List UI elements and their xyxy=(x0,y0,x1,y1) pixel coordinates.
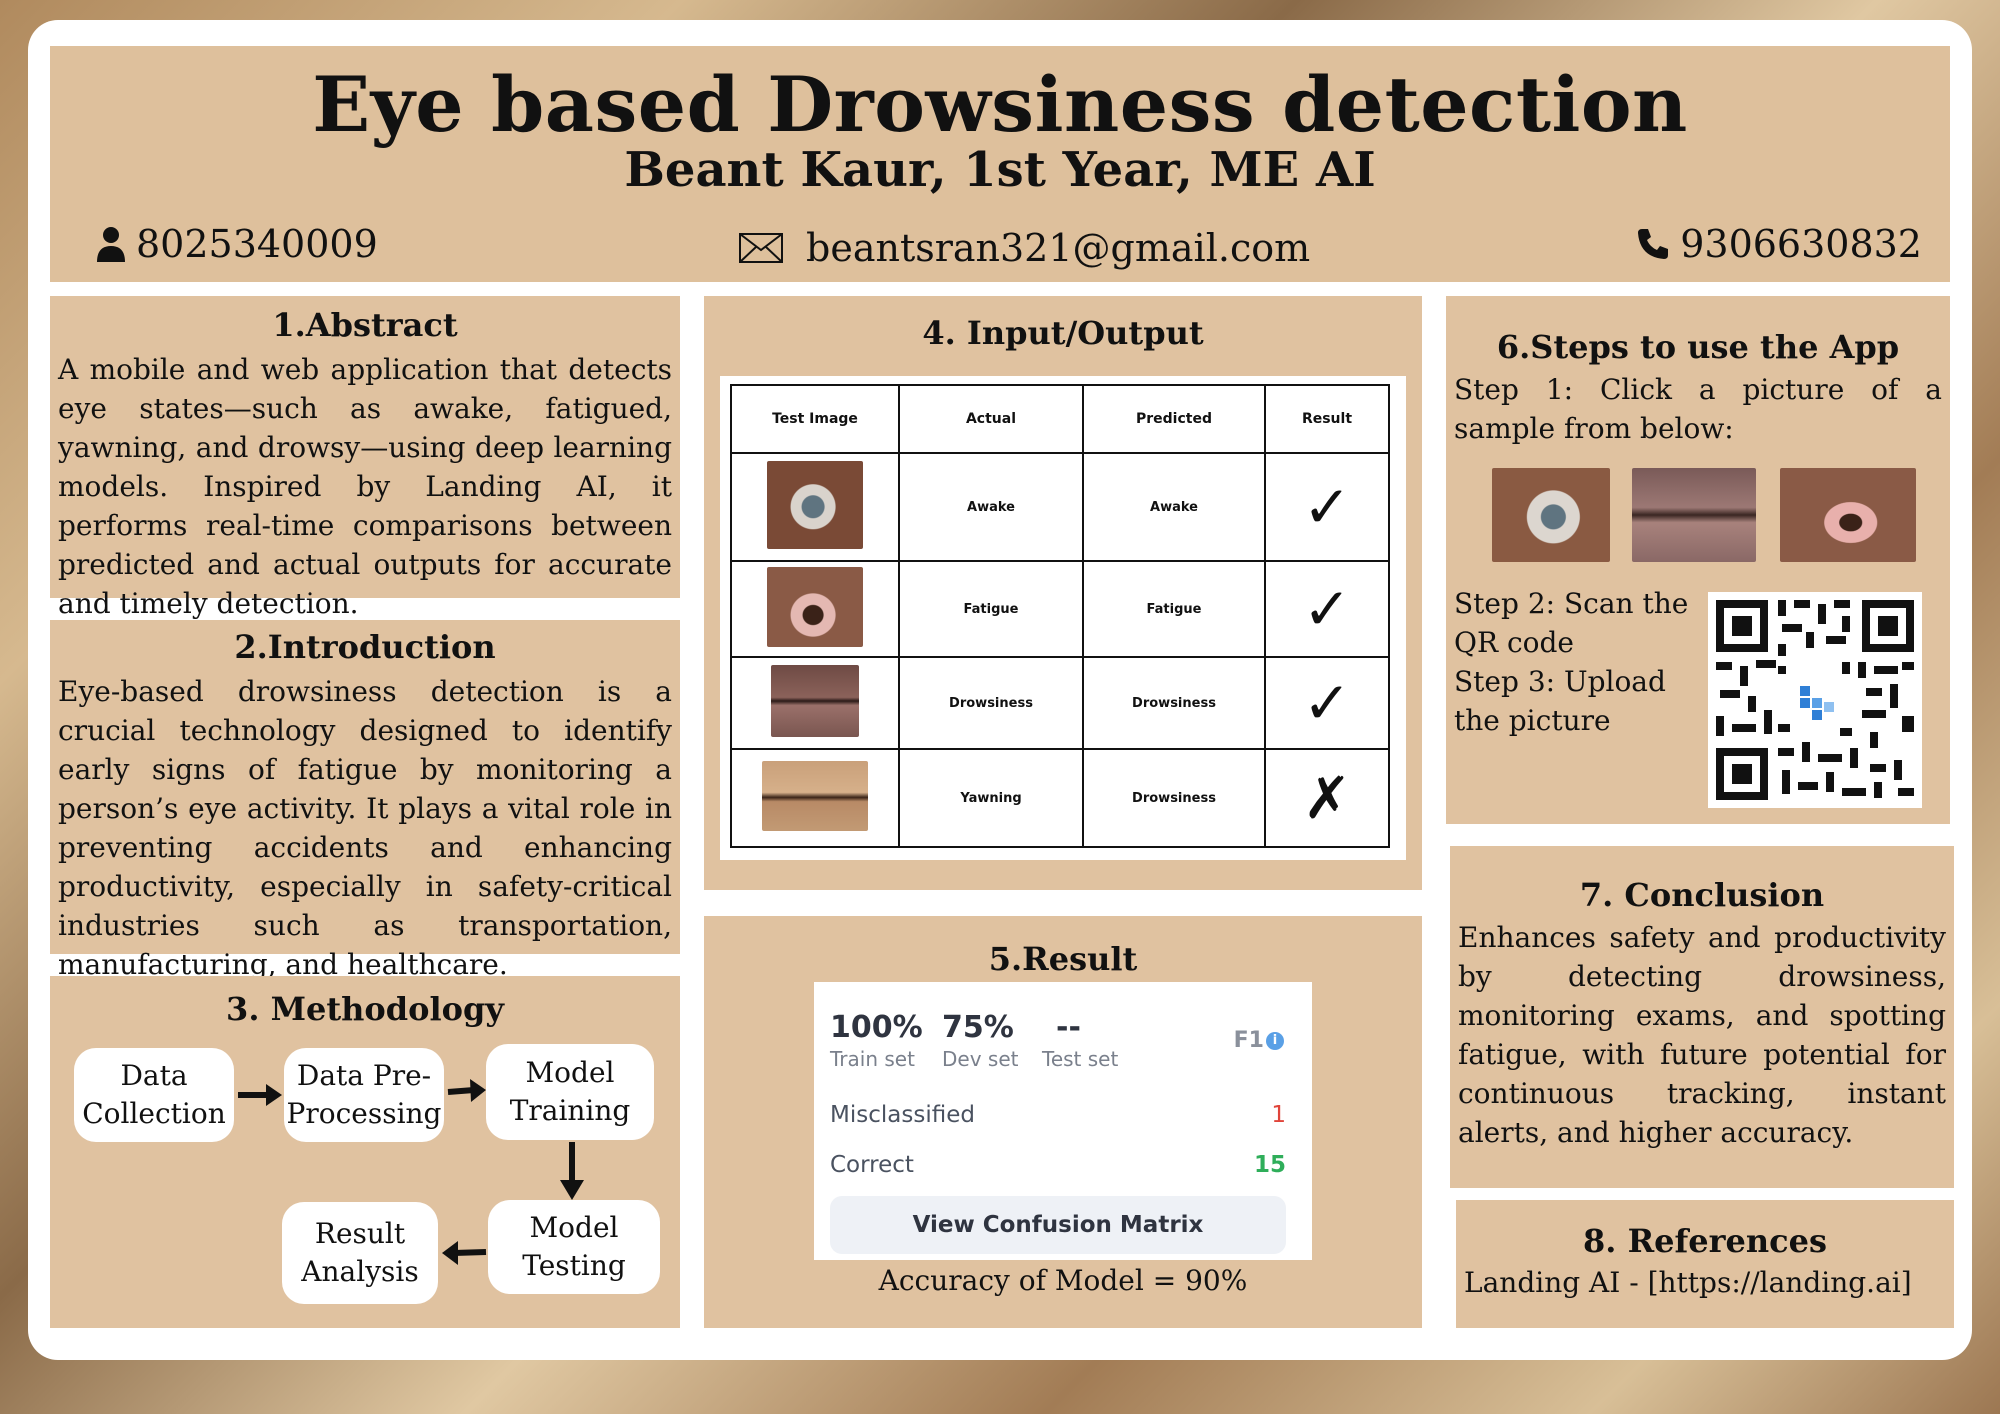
col-result: Result xyxy=(1264,384,1390,454)
table-header-row: Test Image Actual Predicted Result xyxy=(730,384,1390,454)
train-label: Train set xyxy=(830,1047,915,1071)
info-icon[interactable]: i xyxy=(1266,1031,1284,1050)
step3-text: Step 3: Upload the picture xyxy=(1454,665,1666,737)
f1-label: F1 xyxy=(1233,1028,1264,1053)
correct-value: 15 xyxy=(1253,1152,1286,1178)
actual-cell: Awake xyxy=(898,452,1084,562)
table-row: Awake Awake ✓ xyxy=(730,452,1390,562)
metric-dev: 75% Dev set xyxy=(942,1010,1018,1071)
introduction-heading: 2.Introduction xyxy=(234,628,496,666)
poster-title: Eye based Drowsiness detection xyxy=(312,60,1688,149)
reference-link[interactable]: Landing AI - [https://landing.ai] xyxy=(1464,1266,1912,1299)
contact-phone-left: 8025340009 xyxy=(96,222,378,266)
check-icon: ✓ xyxy=(1264,452,1390,562)
phone-icon xyxy=(1638,229,1669,259)
io-heading: 4. Input/Output xyxy=(922,314,1204,352)
test-value: -- xyxy=(1056,1010,1081,1045)
step2-text: Step 2: Scan the QR code xyxy=(1454,587,1689,659)
steps-panel: 6.Steps to use the App Step 1: Click a p… xyxy=(1446,296,1950,824)
qr-code-graphic xyxy=(1716,600,1914,800)
f1-metric-selector[interactable]: F1 i xyxy=(1234,1028,1284,1053)
eye-image-yawning xyxy=(762,761,868,831)
contact-email: beantsran321@gmail.com xyxy=(738,226,1310,270)
col-actual: Actual xyxy=(898,384,1084,454)
person-icon xyxy=(97,227,125,262)
test-label: Test set xyxy=(1042,1047,1119,1071)
misclassified-value: 1 xyxy=(1271,1102,1286,1128)
references-heading: 8. References xyxy=(1583,1222,1827,1260)
sample-eye-red[interactable] xyxy=(1780,468,1916,562)
actual-cell: Drowsiness xyxy=(898,656,1084,750)
table-row: Fatigue Fatigue ✓ xyxy=(730,560,1390,658)
col-predicted: Predicted xyxy=(1082,384,1266,454)
methodology-panel: 3. Methodology Data Collection Data Pre-… xyxy=(50,976,680,1328)
qr-code[interactable] xyxy=(1708,592,1922,808)
metric-train: 100% Train set xyxy=(830,1010,923,1071)
phone-left-text: 8025340009 xyxy=(136,222,378,266)
view-confusion-matrix-button[interactable]: View Confusion Matrix xyxy=(830,1196,1286,1254)
result-heading: 5.Result xyxy=(988,940,1138,978)
poster-subtitle: Beant Kaur, 1st Year, ME AI xyxy=(624,142,1376,198)
abstract-panel: 1.Abstract A mobile and web application … xyxy=(50,296,680,620)
result-metrics-card: 100% Train set 75% Dev set -- Test set F… xyxy=(814,982,1312,1260)
predicted-cell: Fatigue xyxy=(1082,560,1266,658)
accuracy-text: Accuracy of Model = 90% xyxy=(878,1264,1248,1297)
conclusion-text: Enhances safety and productivity by dete… xyxy=(1458,921,1946,1149)
method-step-result-analysis: Result Analysis xyxy=(282,1202,438,1304)
predicted-cell: Drowsiness xyxy=(1082,656,1266,750)
envelope-icon xyxy=(739,233,783,263)
contact-phone-right: 9306630832 xyxy=(1636,222,1922,266)
header-panel: Eye based Drowsiness detection Beant Kau… xyxy=(50,46,1950,282)
metric-test: -- Test set xyxy=(1042,1010,1118,1071)
arrow-right-icon xyxy=(447,1079,486,1102)
table-row: Yawning Drowsiness ✗ xyxy=(730,748,1390,848)
eye-image-awake xyxy=(767,461,863,549)
eye-image-drowsiness xyxy=(771,665,859,737)
predicted-cell: Drowsiness xyxy=(1082,748,1266,848)
sample-eye-awake[interactable] xyxy=(1492,468,1610,562)
dev-label: Dev set xyxy=(942,1047,1019,1071)
method-step-preprocessing: Data Pre-Processing xyxy=(284,1048,444,1142)
references-panel: 8. References Landing AI - [https://land… xyxy=(1456,1200,1954,1328)
col-test-image: Test Image xyxy=(730,384,900,454)
arrow-right-icon xyxy=(238,1084,282,1106)
method-step-training: Model Training xyxy=(486,1044,654,1140)
step1-text: Step 1: Click a picture of a sample from… xyxy=(1454,373,1942,445)
misclassified-label: Misclassified xyxy=(830,1102,975,1128)
abstract-heading: 1.Abstract xyxy=(272,306,458,344)
io-table: Test Image Actual Predicted Result Awake… xyxy=(730,384,1390,848)
arrow-down-icon xyxy=(560,1142,584,1200)
input-output-panel: 4. Input/Output Test Image Actual Predic… xyxy=(704,296,1422,890)
actual-cell: Yawning xyxy=(898,748,1084,848)
predicted-cell: Awake xyxy=(1082,452,1266,562)
result-panel: 5.Result 100% Train set 75% Dev set -- T… xyxy=(704,916,1422,1328)
method-step-data-collection: Data Collection xyxy=(74,1048,234,1142)
abstract-text: A mobile and web application that detect… xyxy=(58,353,672,620)
correct-row: Correct 15 xyxy=(830,1152,1286,1178)
misclassified-row: Misclassified 1 xyxy=(830,1102,1286,1128)
sample-eye-closed[interactable] xyxy=(1632,468,1756,562)
email-text: beantsran321@gmail.com xyxy=(806,226,1311,270)
actual-cell: Fatigue xyxy=(898,560,1084,658)
methodology-heading: 3. Methodology xyxy=(226,990,504,1028)
table-row: Drowsiness Drowsiness ✓ xyxy=(730,656,1390,750)
conclusion-heading: 7. Conclusion xyxy=(1579,876,1825,914)
introduction-text: Eye-based drowsiness detection is a cruc… xyxy=(58,675,672,981)
method-step-testing: Model Testing xyxy=(488,1200,660,1294)
cross-icon: ✗ xyxy=(1264,748,1390,848)
phone-right-text: 9306630832 xyxy=(1680,222,1922,266)
arrow-left-icon xyxy=(442,1241,487,1265)
dev-value: 75% xyxy=(942,1010,1014,1045)
check-icon: ✓ xyxy=(1264,656,1390,750)
correct-label: Correct xyxy=(830,1152,914,1178)
introduction-panel: 2.Introduction Eye-based drowsiness dete… xyxy=(50,620,680,981)
check-icon: ✓ xyxy=(1264,560,1390,658)
steps-heading: 6.Steps to use the App xyxy=(1496,328,1900,366)
io-table-card: Test Image Actual Predicted Result Awake… xyxy=(720,376,1406,860)
train-value: 100% xyxy=(830,1010,923,1045)
eye-image-fatigue xyxy=(767,567,863,647)
conclusion-panel: 7. Conclusion Enhances safety and produc… xyxy=(1450,846,1954,1188)
